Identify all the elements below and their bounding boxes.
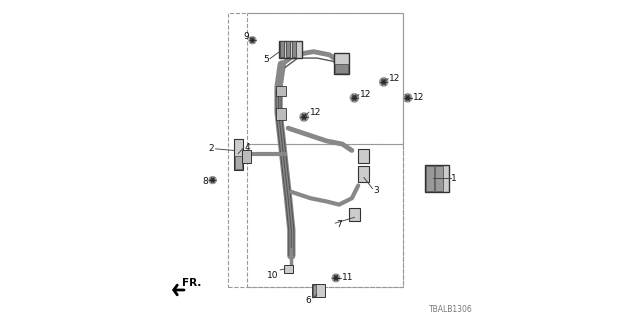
Circle shape [251,38,254,42]
Text: 9: 9 [243,32,248,41]
Circle shape [381,80,386,84]
Bar [235,156,243,169]
Text: 12: 12 [413,93,424,102]
Bar [284,265,293,273]
Bar [335,64,348,73]
Text: 12: 12 [310,108,321,117]
Bar [334,53,349,74]
Bar [228,13,403,287]
Text: 11: 11 [342,273,353,282]
Bar [278,41,303,58]
Circle shape [406,96,410,100]
Bar [276,86,286,96]
Text: 2: 2 [209,144,214,153]
Text: 1: 1 [451,174,457,183]
Bar [246,144,403,287]
Bar [349,208,360,220]
Circle shape [249,37,256,44]
Bar [276,108,286,120]
Bar [425,165,449,192]
Text: 6: 6 [305,296,311,305]
Circle shape [300,113,308,121]
Bar [285,41,291,57]
Text: 5: 5 [263,55,269,64]
Text: 12: 12 [360,90,371,99]
Text: 12: 12 [389,74,400,83]
Circle shape [302,115,306,119]
Text: TBALB1306: TBALB1306 [429,305,473,314]
Text: 10: 10 [267,271,278,280]
Text: 4: 4 [244,143,250,152]
Circle shape [403,94,412,102]
Bar [234,139,243,170]
Bar [292,41,296,57]
Bar [426,166,434,191]
Circle shape [211,178,214,182]
Text: 8: 8 [202,177,208,186]
Bar [312,284,324,297]
Circle shape [353,96,356,100]
Bar [242,150,252,163]
Text: 7: 7 [336,220,342,229]
Bar [280,41,284,57]
Bar [246,13,403,144]
Bar [358,149,369,163]
Text: FR.: FR. [182,278,202,288]
Bar [435,166,444,191]
Bar [358,166,369,182]
Circle shape [350,94,358,102]
Circle shape [209,177,216,184]
Bar [313,285,316,296]
Text: 3: 3 [374,186,380,195]
Circle shape [332,274,340,282]
Circle shape [380,78,388,86]
Circle shape [334,276,338,280]
